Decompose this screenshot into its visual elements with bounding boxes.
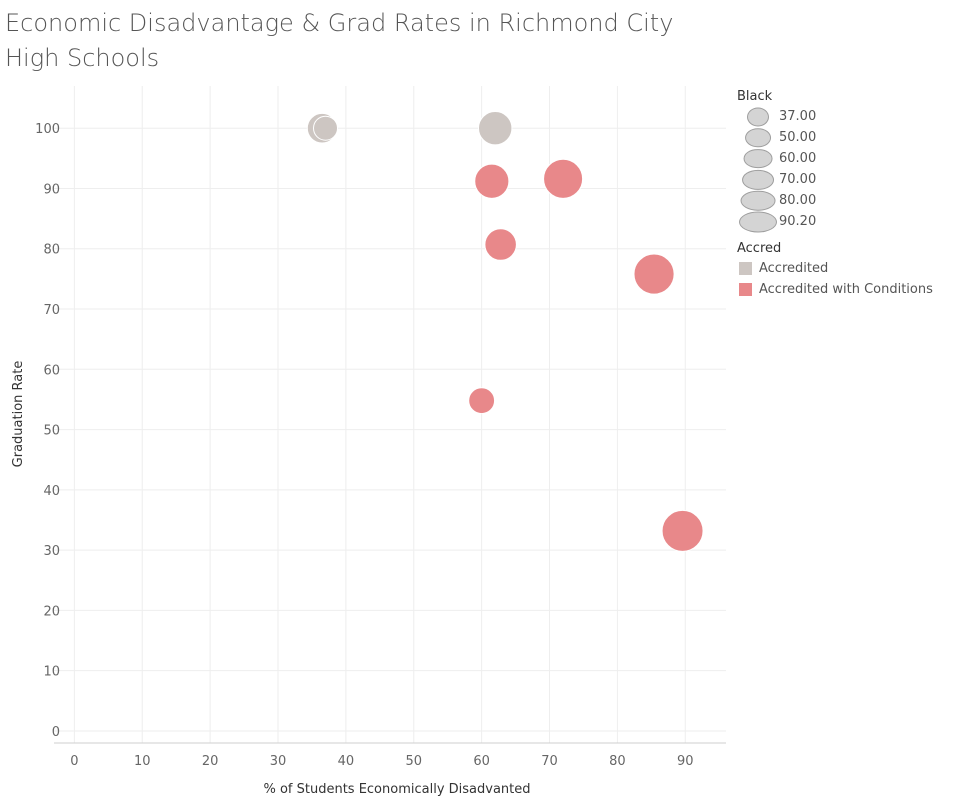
size-legend: 37.00 50.00 60.00 70.00 80.00 90.20 <box>737 106 952 232</box>
y-tick-label: 80 <box>43 243 60 258</box>
color-legend-item[interactable]: Accredited with Conditions <box>737 279 952 300</box>
data-point[interactable] <box>661 509 704 552</box>
size-legend-bubble <box>742 169 774 190</box>
y-tick-label: 10 <box>43 665 60 680</box>
color-legend-label: Accredited <box>759 261 829 276</box>
data-point[interactable] <box>313 115 339 141</box>
y-axis-title: Graduation Rate <box>11 361 26 468</box>
data-points <box>306 110 704 552</box>
size-legend-bubble <box>739 211 777 232</box>
x-tick-label: 40 <box>338 754 355 769</box>
y-tick-label: 60 <box>43 363 60 378</box>
gridlines <box>54 86 726 743</box>
legend: Black 37.00 50.00 60.00 70.00 80.00 90.20 Acc… <box>737 88 952 300</box>
size-legend-label: 70.00 <box>779 172 817 187</box>
x-tick-label: 20 <box>202 754 219 769</box>
color-legend: Accredited Accredited with Conditions <box>737 258 952 300</box>
y-tick-label: 20 <box>43 604 60 619</box>
x-tick-label: 50 <box>405 754 422 769</box>
size-legend-bubble <box>740 190 776 211</box>
size-legend-bubble <box>747 107 769 126</box>
data-point[interactable] <box>543 158 584 199</box>
size-legend-item: 60.00 <box>737 148 952 169</box>
color-legend-title: Accred <box>737 241 782 256</box>
x-tick-label: 70 <box>541 754 558 769</box>
y-tick-label: 0 <box>52 725 60 740</box>
y-tick-label: 50 <box>43 424 60 439</box>
color-swatch <box>739 262 752 275</box>
y-tick-label: 30 <box>43 544 60 559</box>
y-tick-label: 40 <box>43 484 60 499</box>
x-axis-title: % of Students Economically Disadvanted <box>263 782 530 797</box>
color-legend-item[interactable]: Accredited <box>737 258 952 279</box>
y-tick-labels: 0 10 20 30 40 50 60 70 80 90 100 <box>35 122 60 740</box>
x-tick-label: 30 <box>270 754 287 769</box>
size-legend-item: 90.20 <box>737 211 952 232</box>
size-legend-item: 80.00 <box>737 190 952 211</box>
color-legend-label: Accredited with Conditions <box>759 282 933 297</box>
chart-title: Economic Disadvantage & Grad Rates in Ri… <box>5 9 674 72</box>
data-point[interactable] <box>633 253 675 295</box>
color-swatch <box>739 283 752 296</box>
data-point[interactable] <box>484 228 517 261</box>
x-tick-labels: 0 10 20 30 40 50 60 70 80 90 <box>70 754 693 769</box>
size-legend-label: 80.00 <box>779 193 817 208</box>
x-tick-label: 80 <box>609 754 626 769</box>
size-legend-title: Black <box>737 89 773 104</box>
size-legend-label: 50.00 <box>779 130 817 145</box>
y-tick-label: 70 <box>43 303 60 318</box>
size-legend-bubble <box>743 148 773 169</box>
y-tick-label: 100 <box>35 122 60 137</box>
size-legend-label: 37.00 <box>779 109 817 124</box>
data-point[interactable] <box>468 387 496 415</box>
y-tick-label: 90 <box>43 182 60 197</box>
data-point[interactable] <box>474 163 510 199</box>
x-tick-label: 10 <box>134 754 151 769</box>
data-point[interactable] <box>478 110 513 146</box>
size-legend-label: 90.20 <box>779 214 817 229</box>
size-legend-item: 70.00 <box>737 169 952 190</box>
x-tick-label: 90 <box>677 754 694 769</box>
size-legend-item: 50.00 <box>737 127 952 148</box>
scatter-chart: 0 10 20 30 40 50 60 70 80 90 0 10 20 30 40 50 60 70 80 90 1… <box>11 86 726 797</box>
x-tick-label: 60 <box>473 754 490 769</box>
x-tick-label: 0 <box>70 754 78 769</box>
size-legend-label: 60.00 <box>779 151 817 166</box>
size-legend-item: 37.00 <box>737 106 952 127</box>
size-legend-bubble <box>745 127 771 148</box>
